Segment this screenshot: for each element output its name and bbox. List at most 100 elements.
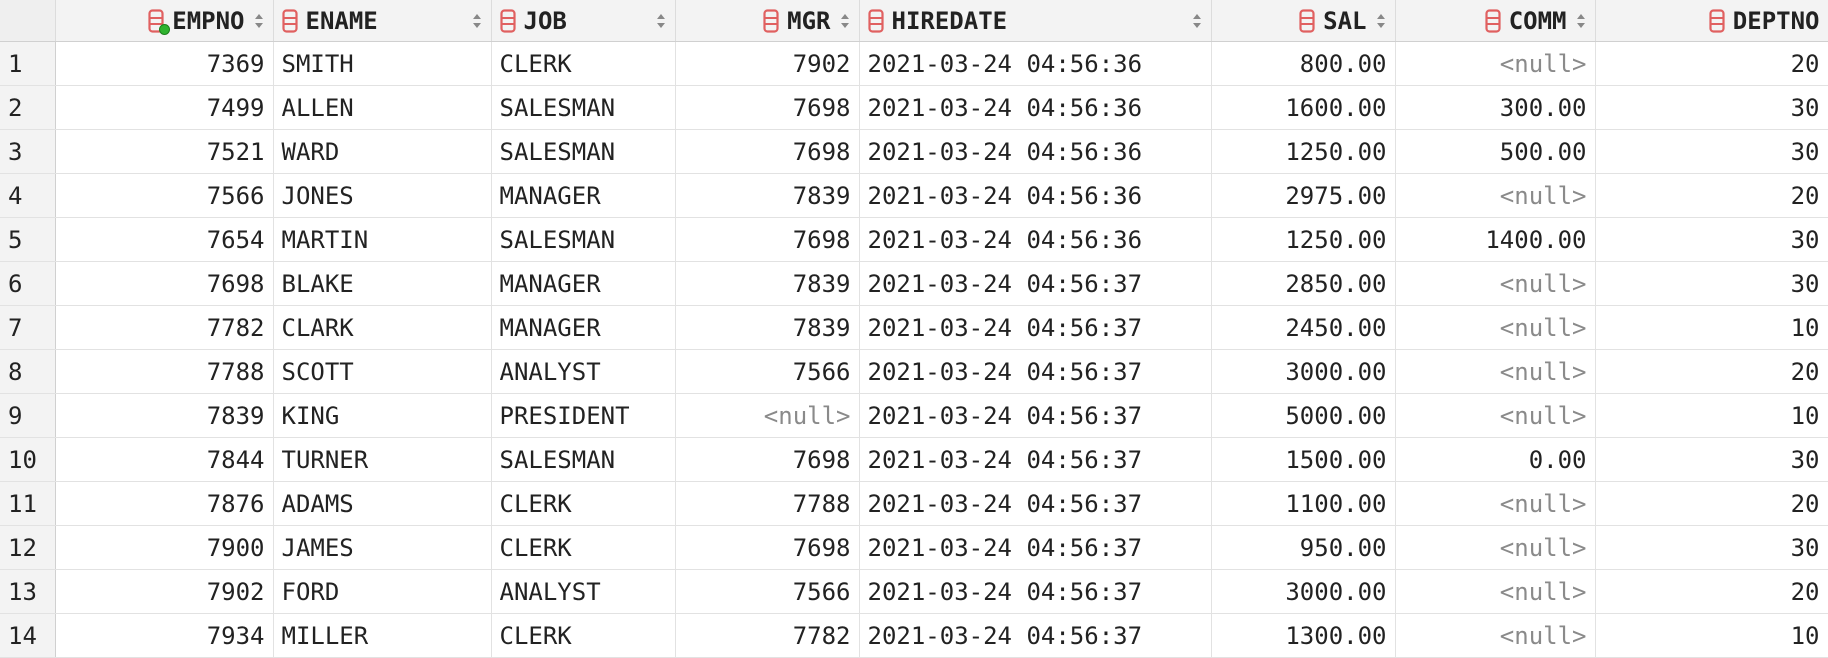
cell-hiredate[interactable]: 2021-03-24 04:56:37 — [859, 393, 1212, 438]
cell-hiredate[interactable]: 2021-03-24 04:56:36 — [859, 129, 1212, 174]
sort-icon[interactable] — [655, 10, 667, 32]
row-number[interactable]: 6 — [0, 261, 56, 306]
cell-job[interactable]: SALESMAN — [491, 85, 676, 130]
cell-ename[interactable]: MARTIN — [273, 217, 492, 262]
sort-icon[interactable] — [253, 10, 265, 32]
cell-job[interactable]: CLERK — [491, 41, 676, 86]
row-number[interactable]: 11 — [0, 481, 56, 526]
column-header-sal[interactable]: SAL — [1211, 0, 1396, 42]
cell-deptno[interactable]: 20 — [1595, 173, 1828, 218]
cell-hiredate[interactable]: 2021-03-24 04:56:37 — [859, 261, 1212, 306]
row-number[interactable]: 4 — [0, 173, 56, 218]
row-number[interactable]: 1 — [0, 41, 56, 86]
cell-sal[interactable]: 1100.00 — [1211, 481, 1396, 526]
cell-sal[interactable]: 3000.00 — [1211, 349, 1396, 394]
cell-sal[interactable]: 2975.00 — [1211, 173, 1396, 218]
cell-mgr[interactable]: 7782 — [675, 613, 860, 658]
cell-deptno[interactable]: 20 — [1595, 349, 1828, 394]
row-number[interactable]: 12 — [0, 525, 56, 570]
cell-sal[interactable]: 3000.00 — [1211, 569, 1396, 614]
table-row[interactable]: 9 7839 KING PRESIDENT <null> 2021-03-24 04:56… — [0, 393, 1828, 438]
cell-comm[interactable]: 500.00 — [1395, 129, 1596, 174]
cell-job[interactable]: MANAGER — [491, 261, 676, 306]
sort-icon[interactable] — [1375, 10, 1387, 32]
sort-icon[interactable] — [1191, 10, 1203, 32]
cell-comm[interactable]: <null> — [1395, 613, 1596, 658]
cell-empno[interactable]: 7566 — [55, 173, 274, 218]
cell-empno[interactable]: 7839 — [55, 393, 274, 438]
cell-mgr[interactable]: 7698 — [675, 85, 860, 130]
cell-job[interactable]: SALESMAN — [491, 437, 676, 482]
cell-sal[interactable]: 1500.00 — [1211, 437, 1396, 482]
cell-empno[interactable]: 7788 — [55, 349, 274, 394]
cell-hiredate[interactable]: 2021-03-24 04:56:36 — [859, 85, 1212, 130]
column-header-ename[interactable]: ENAME — [273, 0, 492, 42]
cell-deptno[interactable]: 30 — [1595, 261, 1828, 306]
cell-deptno[interactable]: 30 — [1595, 129, 1828, 174]
table-row[interactable]: 14 7934 MILLER CLERK 7782 2021-03-24 04:56:37… — [0, 613, 1828, 658]
cell-sal[interactable]: 1250.00 — [1211, 129, 1396, 174]
row-number[interactable]: 3 — [0, 129, 56, 174]
cell-comm[interactable]: 300.00 — [1395, 85, 1596, 130]
table-row[interactable]: 11 7876 ADAMS CLERK 7788 2021-03-24 04:56:37 1… — [0, 481, 1828, 526]
cell-hiredate[interactable]: 2021-03-24 04:56:37 — [859, 569, 1212, 614]
cell-deptno[interactable]: 20 — [1595, 41, 1828, 86]
cell-ename[interactable]: TURNER — [273, 437, 492, 482]
cell-mgr[interactable]: <null> — [675, 393, 860, 438]
row-number[interactable]: 8 — [0, 349, 56, 394]
row-number[interactable]: 10 — [0, 437, 56, 482]
cell-mgr[interactable]: 7698 — [675, 525, 860, 570]
cell-ename[interactable]: ALLEN — [273, 85, 492, 130]
cell-sal[interactable]: 1300.00 — [1211, 613, 1396, 658]
cell-ename[interactable]: MILLER — [273, 613, 492, 658]
cell-mgr[interactable]: 7698 — [675, 217, 860, 262]
cell-hiredate[interactable]: 2021-03-24 04:56:37 — [859, 525, 1212, 570]
cell-hiredate[interactable]: 2021-03-24 04:56:37 — [859, 349, 1212, 394]
cell-mgr[interactable]: 7839 — [675, 261, 860, 306]
cell-job[interactable]: CLERK — [491, 481, 676, 526]
cell-hiredate[interactable]: 2021-03-24 04:56:37 — [859, 613, 1212, 658]
cell-ename[interactable]: SCOTT — [273, 349, 492, 394]
cell-comm[interactable]: <null> — [1395, 569, 1596, 614]
cell-deptno[interactable]: 30 — [1595, 85, 1828, 130]
cell-deptno[interactable]: 20 — [1595, 481, 1828, 526]
column-header-mgr[interactable]: MGR — [675, 0, 860, 42]
column-header-empno[interactable]: EMPNO — [55, 0, 274, 42]
cell-empno[interactable]: 7499 — [55, 85, 274, 130]
cell-mgr[interactable]: 7698 — [675, 437, 860, 482]
cell-job[interactable]: CLERK — [491, 613, 676, 658]
table-row[interactable]: 1 7369 SMITH CLERK 7902 2021-03-24 04:56:36 80… — [0, 41, 1828, 86]
cell-deptno[interactable]: 30 — [1595, 437, 1828, 482]
cell-comm[interactable]: <null> — [1395, 481, 1596, 526]
cell-deptno[interactable]: 20 — [1595, 569, 1828, 614]
cell-mgr[interactable]: 7839 — [675, 305, 860, 350]
column-header-comm[interactable]: COMM — [1395, 0, 1596, 42]
cell-empno[interactable]: 7782 — [55, 305, 274, 350]
table-row[interactable]: 12 7900 JAMES CLERK 7698 2021-03-24 04:56:37 9… — [0, 525, 1828, 570]
cell-comm[interactable]: <null> — [1395, 41, 1596, 86]
cell-empno[interactable]: 7934 — [55, 613, 274, 658]
cell-comm[interactable]: <null> — [1395, 173, 1596, 218]
cell-comm[interactable]: <null> — [1395, 525, 1596, 570]
cell-comm[interactable]: <null> — [1395, 393, 1596, 438]
cell-ename[interactable]: WARD — [273, 129, 492, 174]
cell-ename[interactable]: CLARK — [273, 305, 492, 350]
cell-hiredate[interactable]: 2021-03-24 04:56:37 — [859, 305, 1212, 350]
cell-empno[interactable]: 7369 — [55, 41, 274, 86]
cell-deptno[interactable]: 30 — [1595, 217, 1828, 262]
cell-sal[interactable]: 1250.00 — [1211, 217, 1396, 262]
cell-ename[interactable]: JONES — [273, 173, 492, 218]
cell-sal[interactable]: 1600.00 — [1211, 85, 1396, 130]
cell-ename[interactable]: FORD — [273, 569, 492, 614]
cell-ename[interactable]: JAMES — [273, 525, 492, 570]
row-number[interactable]: 7 — [0, 305, 56, 350]
cell-sal[interactable]: 950.00 — [1211, 525, 1396, 570]
cell-empno[interactable]: 7844 — [55, 437, 274, 482]
table-row[interactable]: 7 7782 CLARK MANAGER 7839 2021-03-24 04:56:37… — [0, 305, 1828, 350]
cell-ename[interactable]: KING — [273, 393, 492, 438]
cell-job[interactable]: MANAGER — [491, 173, 676, 218]
cell-sal[interactable]: 800.00 — [1211, 41, 1396, 86]
cell-sal[interactable]: 2850.00 — [1211, 261, 1396, 306]
cell-job[interactable]: MANAGER — [491, 305, 676, 350]
table-row[interactable]: 8 7788 SCOTT ANALYST 7566 2021-03-24 04:56:37… — [0, 349, 1828, 394]
